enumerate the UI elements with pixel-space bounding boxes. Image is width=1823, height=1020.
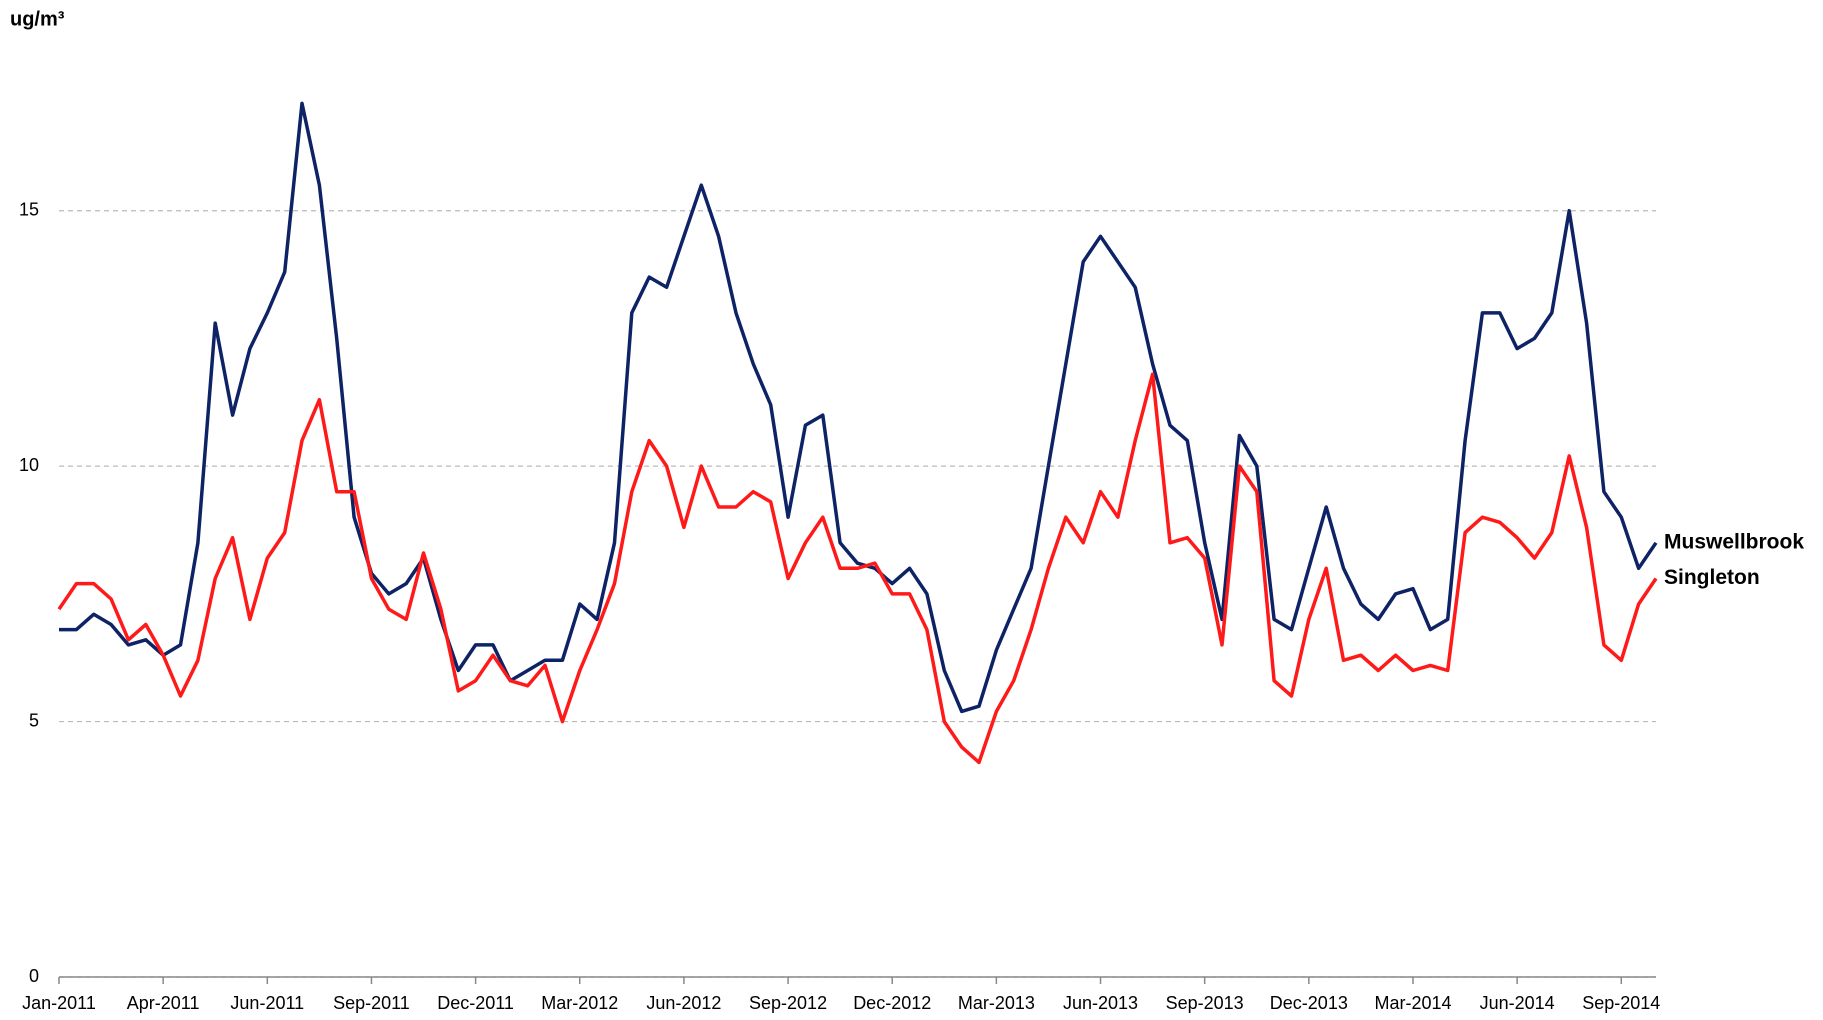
x-tick-label: Sep-2013 bbox=[1166, 993, 1244, 1013]
x-tick-label: Dec-2012 bbox=[853, 993, 931, 1013]
x-tick-label: Jun-2012 bbox=[646, 993, 721, 1013]
x-tick-label: Mar-2012 bbox=[541, 993, 618, 1013]
legend-label: Singleton bbox=[1664, 566, 1760, 589]
x-tick-label: Jun-2011 bbox=[230, 993, 304, 1013]
x-tick-label: Jun-2014 bbox=[1480, 993, 1555, 1013]
x-tick-label: Dec-2011 bbox=[437, 993, 514, 1013]
legend-label: Muswellbrook bbox=[1664, 530, 1804, 553]
y-tick-label: 5 bbox=[29, 710, 39, 730]
y-tick-label: 10 bbox=[19, 455, 39, 475]
x-tick-label: Sep-2014 bbox=[1582, 993, 1660, 1013]
x-tick-label: Mar-2013 bbox=[958, 993, 1035, 1013]
data-line bbox=[59, 101, 1658, 714]
x-tick-label: Dec-2013 bbox=[1270, 993, 1348, 1013]
x-tick-label: Jun-2013 bbox=[1063, 993, 1138, 1013]
y-tick-label: 0 bbox=[29, 966, 39, 986]
data-line bbox=[57, 372, 1658, 765]
x-tick-label: Jan-2011 bbox=[22, 993, 96, 1013]
x-tick-label: Sep-2011 bbox=[333, 993, 410, 1013]
x-tick-label: Apr-2011 bbox=[127, 993, 200, 1013]
x-tick-label: Sep-2012 bbox=[749, 993, 827, 1013]
y-axis-label: ug/m³ bbox=[10, 8, 65, 30]
x-tick-label: Mar-2014 bbox=[1374, 993, 1451, 1013]
y-tick-label: 15 bbox=[19, 199, 39, 219]
